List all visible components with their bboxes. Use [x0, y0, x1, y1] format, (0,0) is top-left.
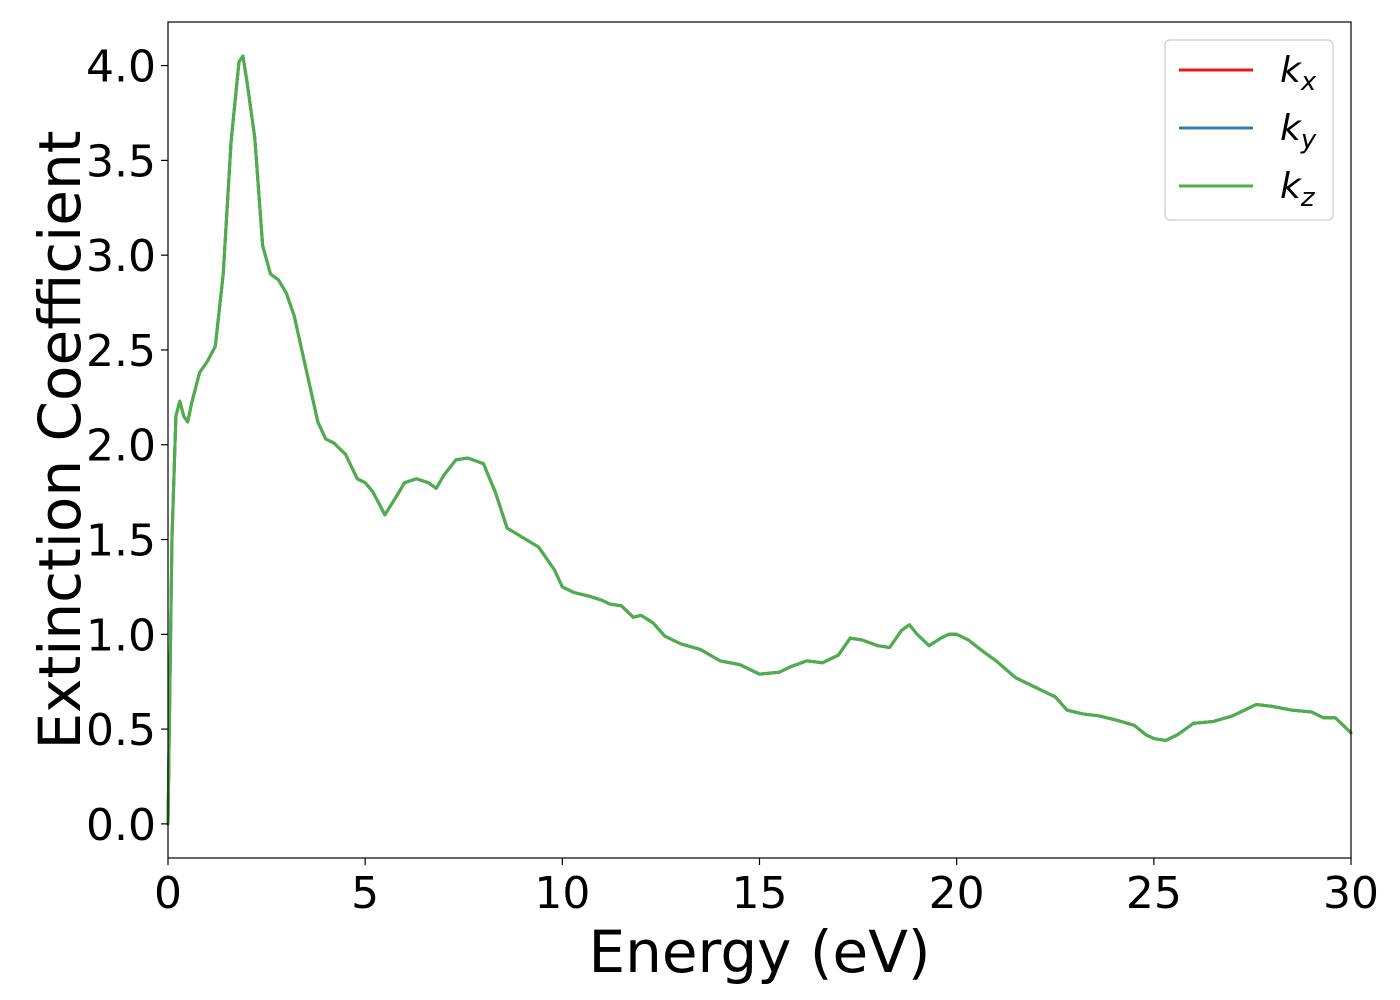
x-axis: 0 5 10 15 20 25 30: [154, 858, 1379, 919]
legend-box: [1164, 39, 1334, 221]
y-tick-label: 3.0: [86, 231, 156, 282]
x-axis-title: Energy (eV): [588, 918, 930, 986]
y-axis-title: Extinction Coefficient: [26, 131, 94, 750]
legend: kx ky kz: [1164, 39, 1334, 221]
y-tick-label: 2.0: [86, 421, 156, 472]
x-tick-label: 0: [154, 868, 182, 919]
y-tick-label: 4.0: [86, 42, 156, 93]
y-axis: 0.0 0.5 1.0 1.5 2.0 2.5 3.0 3.5 4.0: [86, 42, 168, 851]
legend-label-kx: kx: [1280, 50, 1317, 97]
series-line-kz: [166, 54, 1353, 826]
legend-label-kz: kz: [1280, 166, 1316, 213]
series-layer: [166, 54, 1353, 826]
y-tick-label: 1.0: [86, 610, 156, 661]
y-tick-label: 0.0: [86, 800, 156, 851]
x-tick-label: 15: [732, 868, 788, 919]
y-tick-label: 1.5: [86, 516, 156, 567]
x-tick-label: 30: [1323, 868, 1379, 919]
x-tick-label: 20: [929, 868, 985, 919]
y-tick-label: 0.5: [86, 705, 156, 756]
x-tick-label: 5: [351, 868, 379, 919]
x-tick-label: 25: [1126, 868, 1182, 919]
x-tick-label: 10: [534, 868, 590, 919]
y-tick-label: 3.5: [86, 136, 156, 187]
legend-label-ky: ky: [1280, 108, 1317, 155]
y-tick-label: 2.5: [86, 326, 156, 377]
